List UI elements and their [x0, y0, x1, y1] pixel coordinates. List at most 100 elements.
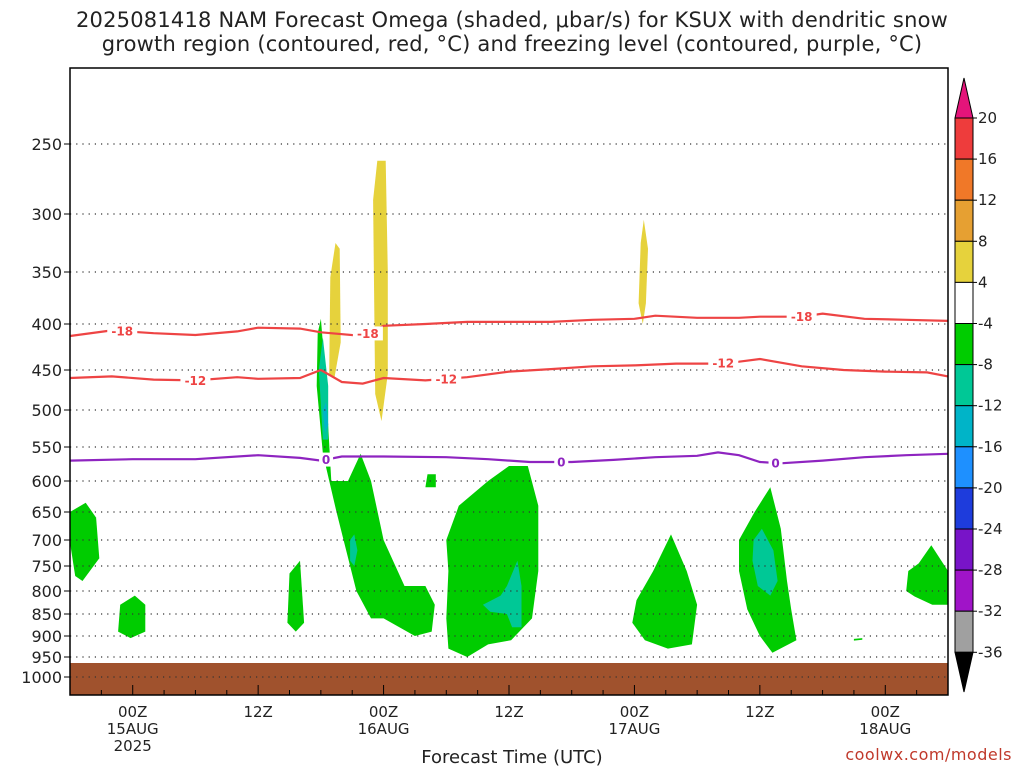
omega-region-1	[118, 595, 146, 639]
contour-label-0-1: -18	[357, 327, 379, 341]
omega-region-3	[316, 318, 435, 636]
colorbar-label--8: -8	[978, 356, 993, 374]
colorbar-label--16: -16	[978, 438, 1003, 456]
contour-label-bg	[107, 324, 138, 339]
omega-region-5	[446, 466, 539, 657]
x-tick-label: 12Z	[243, 703, 272, 721]
colorbar-top-arrow	[954, 77, 974, 119]
x-tick-label: 16AUG	[358, 720, 410, 738]
contour-label-1-2: -12	[712, 357, 734, 371]
x-tick-label: 00Z	[620, 703, 649, 721]
y-tick-label-950: 950	[31, 648, 62, 667]
colorbar-box-12	[954, 569, 974, 612]
y-tick-label-250: 250	[31, 135, 62, 154]
contour-label-bg	[319, 452, 334, 467]
y-tick-label-500: 500	[31, 401, 62, 420]
x-tick-label: 15AUG	[107, 720, 159, 738]
colorbar-label--28: -28	[978, 561, 1003, 579]
colorbar-label-20: 20	[978, 109, 997, 127]
colorbar-box-5	[954, 281, 974, 324]
omega-region-6	[632, 534, 698, 649]
contour-label-2-0: 0	[322, 453, 330, 467]
y-tick-label-400: 400	[31, 315, 62, 334]
colorbar-box-6	[954, 323, 974, 366]
y-tick-label-900: 900	[31, 627, 62, 646]
y-tick-label-850: 850	[31, 605, 62, 624]
chart-title-line-1: 2025081418 NAM Forecast Omega (shaded, μ…	[75, 8, 949, 32]
x-tick-label: 12Z	[745, 703, 774, 721]
y-tick-label-450: 450	[31, 361, 62, 380]
omega-shaded-regions	[70, 160, 948, 657]
contour-label-2-2: 0	[771, 456, 779, 470]
x-tick-label: 12Z	[494, 703, 523, 721]
y-axis: 250 300 350 400 450 500 550 600 650 700 750 800 850 9…	[21, 135, 70, 687]
colorbar-box-4	[954, 240, 974, 283]
x-axis-title: Forecast Time (UTC)	[421, 747, 603, 768]
colorbar-box-10	[954, 487, 974, 530]
omega-region-0	[70, 502, 100, 581]
y-tick-label-600: 600	[31, 472, 62, 491]
y-tick-label-300: 300	[31, 205, 62, 224]
colorbar-label--32: -32	[978, 602, 1003, 620]
contour-label-bg	[786, 309, 817, 324]
colorbar-label-8: 8	[978, 232, 988, 250]
colorbar-label--24: -24	[978, 520, 1003, 538]
omega-region-15	[329, 243, 341, 378]
chart-title-line-2: growth region (contoured, red, °C) and f…	[101, 32, 923, 56]
contour-label-2-1: 0	[557, 455, 565, 469]
credit-text[interactable]: coolwx.com/models	[845, 745, 1012, 764]
colorbar-label--4: -4	[978, 315, 993, 333]
contour-label-bg	[768, 455, 783, 470]
omega-region-9	[906, 545, 948, 605]
y-tick-label-750: 750	[31, 557, 62, 576]
colorbar-box-13	[954, 610, 974, 653]
y-tick-label-350: 350	[31, 263, 62, 282]
y-tick-label-700: 700	[31, 531, 62, 550]
colorbar-label--12: -12	[978, 397, 1003, 415]
x-tick-label: 17AUG	[608, 720, 660, 738]
y-tick-label-1000: 1000	[21, 668, 62, 687]
contour-label-bg	[180, 373, 211, 388]
colorbar-box-7	[954, 364, 974, 407]
x-tick-label: 00Z	[118, 703, 147, 721]
contour-label-bg	[708, 356, 739, 371]
colorbar-label-12: 12	[978, 191, 997, 209]
colorbar-label--36: -36	[978, 643, 1003, 661]
x-tick-label: 00Z	[871, 703, 900, 721]
contour-label-0-0: -18	[111, 325, 133, 339]
contour-label-bg	[554, 454, 569, 469]
y-tick-label-800: 800	[31, 582, 62, 601]
contour-label-1-1: -12	[435, 372, 457, 386]
omega-region-2	[287, 560, 305, 632]
contour-line-2	[69, 451, 949, 465]
colorbar-box-9	[954, 446, 974, 489]
pressure-gridlines	[70, 143, 948, 678]
contour-label-bg	[352, 326, 383, 341]
colorbar-box-1	[954, 117, 974, 160]
colorbar-label-4: 4	[978, 273, 988, 291]
x-tick-label: 00Z	[369, 703, 398, 721]
x-tick-label: 18AUG	[859, 720, 911, 738]
colorbar-label--20: -20	[978, 479, 1003, 497]
omega-region-11	[350, 534, 358, 566]
omega-region-12	[482, 560, 522, 628]
colorbar-box-2	[954, 158, 974, 201]
contour-line-1	[69, 357, 949, 385]
contours: -18 -18 -18 -12 -12 -12 0 0 0	[69, 309, 949, 470]
omega-region-17	[638, 219, 648, 324]
y-tick-label-550: 550	[31, 438, 62, 457]
omega-region-8	[853, 638, 863, 641]
colorbar: 20 16 12 8 4 -4 -8 -12 -16 -20 -24 -28 -32 -36	[954, 77, 1003, 693]
colorbar-box-8	[954, 405, 974, 448]
contour-label-bg	[431, 371, 462, 386]
omega-region-16	[373, 160, 388, 422]
omega-region-13	[752, 528, 778, 596]
y-tick-label-650: 650	[31, 503, 62, 522]
contour-label-0-2: -18	[791, 310, 813, 324]
colorbar-box-3	[954, 199, 974, 242]
colorbar-label-16: 16	[978, 150, 997, 168]
contour-label-1-0: -12	[185, 374, 207, 388]
x-tick-label: 2025	[114, 737, 152, 755]
